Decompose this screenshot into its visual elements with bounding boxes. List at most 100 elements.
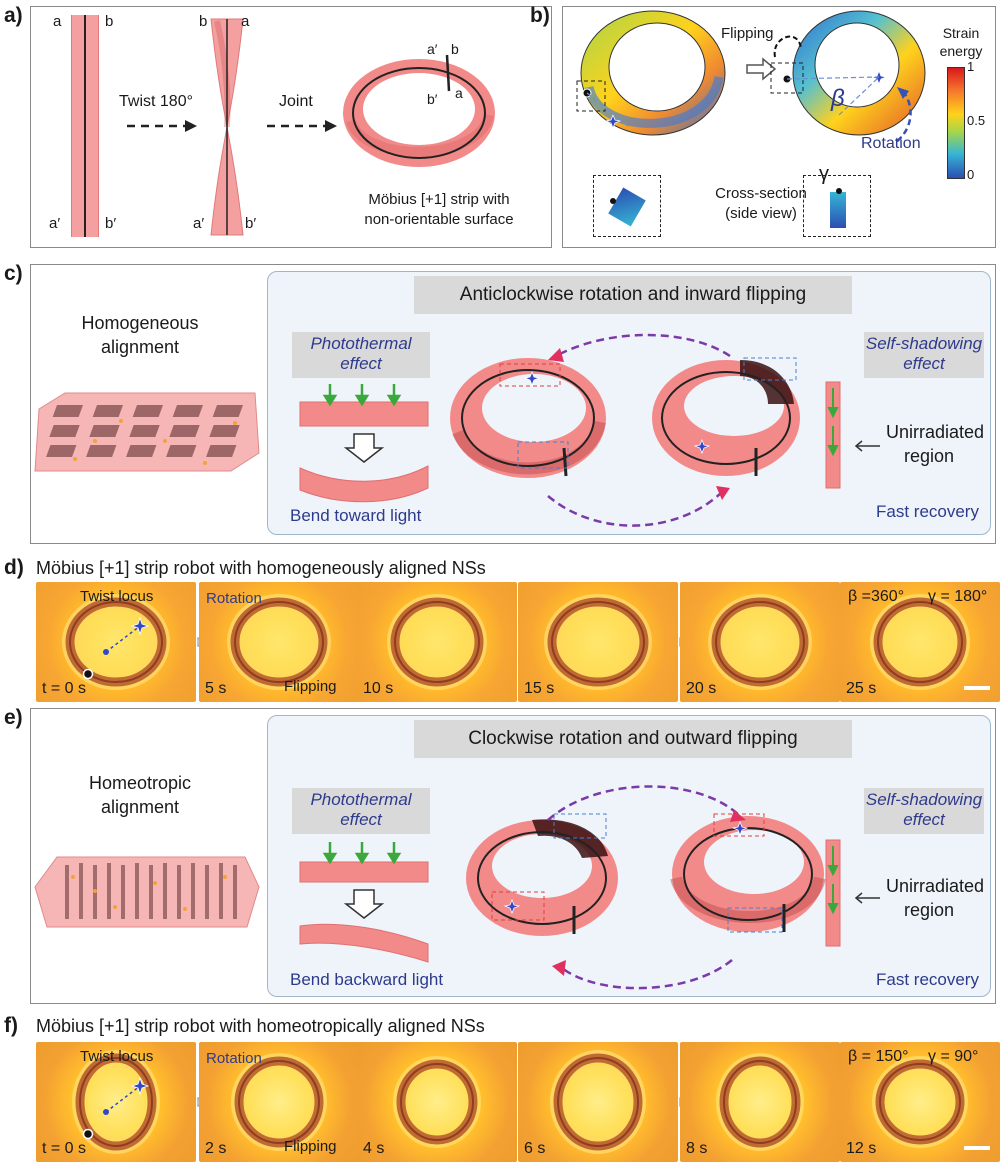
bend-label-c: Bend toward light <box>290 506 422 525</box>
label-b-prime-ring: b′ <box>427 91 438 107</box>
video-frame-f-0: t = 0 s <box>36 1042 196 1162</box>
panel-a-box: a b a′ b′ Twist 180° b a a′ b′ Joint a′ … <box>30 6 552 248</box>
flipping-f: Flipping <box>284 1138 337 1155</box>
colorbar-tick-1: 1 <box>967 59 975 74</box>
label-b-prime: b′ <box>105 215 117 232</box>
recovery-c: Fast recovery <box>876 502 979 521</box>
video-frame-d-0: t = 0 s <box>36 582 196 702</box>
dashed-arrow-twist <box>127 120 197 132</box>
cross-section-2 <box>803 175 871 237</box>
label-b: b <box>105 13 114 30</box>
panel-e-box: Homeotropic alignment Clockwise rotation… <box>30 708 996 1004</box>
panel-e-letter: e) <box>4 706 23 729</box>
cross-section-label-1: Cross-section <box>715 185 807 202</box>
frame-time-f-5: 12 s <box>846 1140 877 1157</box>
label-b-ring: b <box>451 41 459 57</box>
cross-section-1 <box>593 175 661 237</box>
panel-d-letter: d) <box>4 556 24 579</box>
gamma-f: γ = 90° <box>928 1048 979 1065</box>
homeotropic-block <box>34 856 260 928</box>
header-c: Anticlockwise rotation and inward flippi… <box>414 276 852 314</box>
video-frame-d-5: 25 s <box>840 582 1000 702</box>
ring-c-2 <box>652 357 800 476</box>
frame-time-d-5: 25 s <box>846 680 877 697</box>
panel-c-letter: c) <box>4 262 23 285</box>
flipping-label-b: Flipping <box>721 25 774 42</box>
label-a-prime-twisted: a′ <box>193 215 205 232</box>
frame-time-f-4: 8 s <box>686 1140 708 1157</box>
flipping-d: Flipping <box>284 678 337 695</box>
alignment-c-1: Homogeneous <box>81 313 199 333</box>
bend-label-e: Bend backward light <box>290 970 444 989</box>
rotation-label-b: Rotation <box>861 135 921 152</box>
panel-a-letter: a) <box>4 4 23 27</box>
unirradiated-e-1: Unirradiated <box>886 876 985 896</box>
label-b-prime-twisted: b′ <box>245 215 257 232</box>
video-frame-f-3: 6 s <box>518 1042 678 1162</box>
video-frame-f-4: 8 s <box>680 1042 840 1162</box>
header-e: Clockwise rotation and outward flipping <box>414 720 852 758</box>
bend-illustration-e <box>299 842 429 963</box>
ring-e-1 <box>466 813 618 936</box>
self-shadowing-c: Self-shadowing effect <box>864 332 984 378</box>
homogeneous-block <box>34 392 260 472</box>
frame-time-d-0: t = 0 s <box>42 680 87 697</box>
dashed-arrow-joint <box>267 120 337 132</box>
frame-time-f-0: t = 0 s <box>42 1140 87 1157</box>
frame-time-f-3: 6 s <box>524 1140 546 1157</box>
scale-bar-d <box>964 686 990 690</box>
label-b-twisted: b <box>199 13 208 30</box>
label-a: a <box>53 13 62 30</box>
curved-arrows-e <box>547 785 746 990</box>
mobius-strip-a <box>343 54 495 167</box>
video-frame-f-2: 4 s <box>357 1042 517 1162</box>
twist-locus-d: Twist locus <box>80 588 154 605</box>
joint-label: Joint <box>279 93 313 110</box>
photothermal-c: Photothermal effect <box>292 332 430 378</box>
colorbar-title-2: energy <box>939 43 983 59</box>
panel-c-mechanism: Anticlockwise rotation and inward flippi… <box>267 271 991 535</box>
mobius-caption-1: Möbius [+1] strip with <box>368 191 510 208</box>
rotation-d: Rotation <box>206 590 262 607</box>
frame-time-d-3: 15 s <box>524 680 555 697</box>
frame-time-d-1: 5 s <box>205 680 227 697</box>
beta-d: β =360° <box>848 588 905 605</box>
strain-ring-2 <box>770 10 926 144</box>
hollow-arrow-b <box>746 57 777 81</box>
alignment-e-1: Homeotropic <box>88 773 192 793</box>
video-frame-f-1: 2 s <box>199 1042 359 1162</box>
ring-c-1 <box>450 358 606 478</box>
frame-time-f-2: 4 s <box>363 1140 385 1157</box>
video-frame-d-3: 15 s <box>518 582 678 702</box>
markers-d <box>82 616 150 680</box>
strip-side-e <box>825 839 841 947</box>
cross-section-label-2: (side view) <box>725 205 797 222</box>
panel-e-mechanism: Clockwise rotation and outward flipping … <box>267 715 991 997</box>
recovery-e: Fast recovery <box>876 970 979 989</box>
strip-side-c <box>825 381 841 489</box>
unirradiated-c-2: region <box>904 446 955 466</box>
video-frame-f-5: 12 s <box>840 1042 1000 1162</box>
gamma-d: γ = 180° <box>928 588 988 605</box>
gamma-symbol-b: γ <box>819 163 829 185</box>
video-frame-d-4: 20 s <box>680 582 840 702</box>
ring-e-2 <box>670 813 826 933</box>
scale-bar-f <box>964 1146 990 1150</box>
panel-c-box: Homogeneous alignment Anticlockwise r <box>30 264 996 544</box>
unirradiated-c-1: Unirradiated <box>886 422 985 442</box>
curved-arrows-c <box>547 333 731 527</box>
beta-symbol-b: β <box>831 85 845 112</box>
video-frame-d-1: 5 s <box>199 582 359 702</box>
self-shadowing-e: Self-shadowing effect <box>864 788 984 834</box>
twisted-strip <box>210 18 244 236</box>
video-frame-d-2: 10 s <box>357 582 517 702</box>
markers-f <box>82 1076 150 1140</box>
bend-illustration-c <box>299 384 429 503</box>
arrow-unirradiated-c <box>854 440 880 452</box>
panel-d-title: Möbius [+1] strip robot with homogeneous… <box>36 558 486 578</box>
beta-f: β = 150° <box>848 1048 909 1065</box>
straight-strip <box>71 15 99 237</box>
strain-ring-1 <box>576 10 726 136</box>
panel-f-letter: f) <box>4 1014 18 1037</box>
rotation-f: Rotation <box>206 1050 262 1067</box>
